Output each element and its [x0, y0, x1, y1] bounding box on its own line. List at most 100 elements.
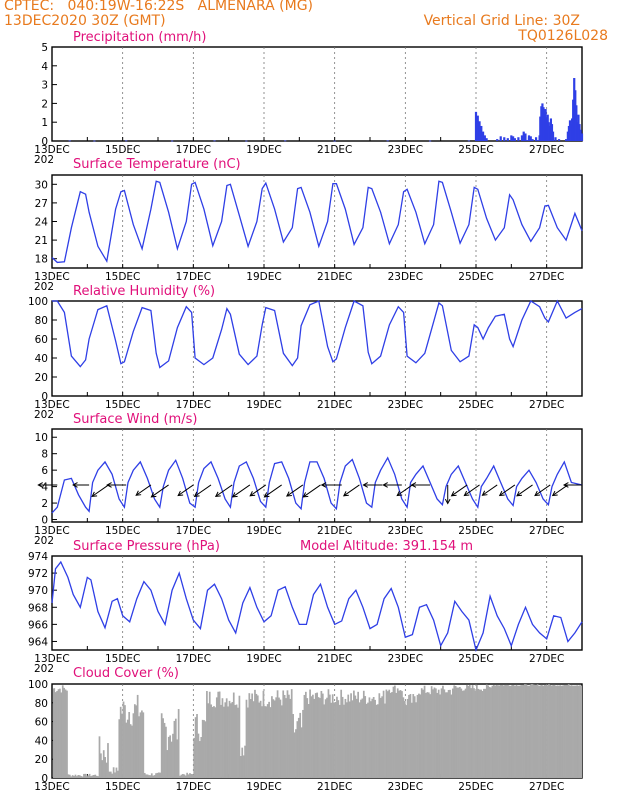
- cloud-bar: [189, 773, 191, 778]
- cloud-bar: [515, 684, 518, 778]
- pressure-ytick-label: 968: [28, 602, 48, 614]
- cloud-bar: [442, 685, 444, 778]
- wind-arrow: [264, 484, 282, 498]
- wind-arrow: [249, 484, 267, 497]
- cloud-bar: [303, 694, 306, 778]
- cloud-bar: [109, 771, 112, 778]
- cloud-bar: [279, 699, 282, 778]
- cloud-bar: [129, 724, 132, 778]
- cloud-bar: [165, 726, 167, 778]
- precip-title: Precipitation (mm/h): [73, 30, 206, 45]
- precip-xlabel: 15DEC: [105, 144, 140, 156]
- cloud-bar: [381, 696, 384, 778]
- wind-arrow-head: [562, 482, 569, 488]
- cloud-bar: [74, 774, 77, 778]
- wind-arrow-head: [231, 492, 238, 498]
- cloud-bar: [563, 684, 566, 778]
- cloud-bar: [484, 688, 487, 778]
- wind-arrow-head: [444, 498, 451, 505]
- cloud-bar: [282, 690, 285, 778]
- cloud-bar: [374, 699, 376, 778]
- cloud-bar: [399, 690, 402, 778]
- cloud-bar: [146, 774, 149, 778]
- precip-bar: [512, 136, 515, 141]
- precip-bar: [499, 136, 502, 141]
- cloud-bar: [180, 774, 183, 778]
- precip-bar: [526, 140, 529, 141]
- cloud-bar: [70, 776, 73, 778]
- wind-arrow: [464, 484, 480, 496]
- cloud-bar: [122, 701, 125, 778]
- precip-xlabel: 19DEC: [246, 144, 281, 156]
- cloud-bar: [362, 690, 365, 778]
- wind-arrow: [343, 484, 360, 497]
- wind-arrow-head: [516, 491, 522, 497]
- cloud-bar: [288, 694, 290, 778]
- pressure-line: [51, 560, 583, 653]
- cloud-bar: [92, 775, 95, 778]
- pressure-panel: 964 966 968 970 972 974 13DEC 15DEC 17DEC 19DEC 21…: [28, 551, 583, 675]
- cloud-bar: [531, 684, 533, 778]
- precip-xlabel: 21DEC: [317, 144, 352, 156]
- precip-bar: [506, 138, 509, 141]
- temp-year-fragment: 202: [34, 281, 54, 293]
- cloud-bar: [367, 702, 369, 778]
- cloud-bar: [427, 692, 430, 778]
- cloud-bar: [118, 719, 121, 778]
- precip-bar: [522, 131, 525, 141]
- cloud-bar: [562, 685, 564, 778]
- precip-ytick-label: 5: [41, 42, 48, 54]
- temp-title: Surface Temperature (nC): [73, 157, 241, 172]
- cloud-bar: [238, 695, 241, 778]
- rh-xlabel: 15DEC: [105, 399, 140, 411]
- cloud-bar: [264, 706, 266, 778]
- cloud-bar: [521, 685, 523, 778]
- precip-panel: 0 1 2 3 4 5 13DEC 15DEC 17DEC 19DEC 21DEC 23DEC 25DE…: [34, 42, 584, 166]
- cloud-bar: [560, 685, 563, 778]
- cloud-bar: [447, 689, 450, 778]
- cloud-bar: [136, 694, 139, 778]
- cloud-bar: [66, 690, 68, 778]
- cloud-bar: [54, 692, 57, 778]
- cloud-bar: [80, 776, 82, 778]
- precip-bar: [503, 137, 506, 141]
- cloud-bar: [444, 692, 447, 778]
- cloud-bar: [474, 690, 477, 778]
- precip-bar: [428, 140, 432, 142]
- cloud-bar: [220, 704, 222, 778]
- cloud-bar: [230, 703, 232, 778]
- cloud-bar: [265, 706, 268, 778]
- precip-bar: [531, 140, 534, 141]
- precip-year-fragment: 202: [34, 154, 54, 166]
- cloud-bar: [435, 688, 437, 778]
- temp-xlabel: 13DEC: [34, 271, 69, 283]
- wind-arrow: [215, 484, 233, 497]
- rh-ytick-label: 100: [28, 296, 48, 308]
- cloud-bar: [501, 684, 504, 778]
- cloud-bar: [78, 775, 81, 778]
- cloud-bar: [316, 692, 319, 778]
- wind-arrow-head: [342, 491, 349, 497]
- precip-ytick-label: 1: [41, 117, 48, 129]
- cloud-bar: [425, 692, 427, 778]
- cloud-bar: [549, 684, 552, 778]
- temp-ytick-label: 27: [35, 198, 48, 210]
- precip-bar: [386, 140, 389, 142]
- cloud-xlabel: 21DEC: [317, 781, 352, 793]
- cloud-bar: [182, 773, 184, 778]
- cloud-bar: [102, 750, 105, 778]
- precip-bar: [529, 136, 532, 141]
- cloud-bar: [56, 690, 58, 778]
- pressure-ytick-label: 974: [28, 551, 48, 563]
- cloud-bar: [471, 685, 474, 778]
- cloud-bar: [546, 685, 549, 778]
- cloud-bar: [53, 688, 54, 778]
- cloud-bar: [490, 687, 492, 778]
- cloud-bar: [570, 685, 573, 778]
- cloud-bar: [266, 704, 269, 778]
- precip-bar: [557, 139, 561, 141]
- cloud-bar: [548, 684, 550, 778]
- cloud-bar: [331, 694, 334, 778]
- rh-title: Relative Humidity (%): [73, 284, 215, 299]
